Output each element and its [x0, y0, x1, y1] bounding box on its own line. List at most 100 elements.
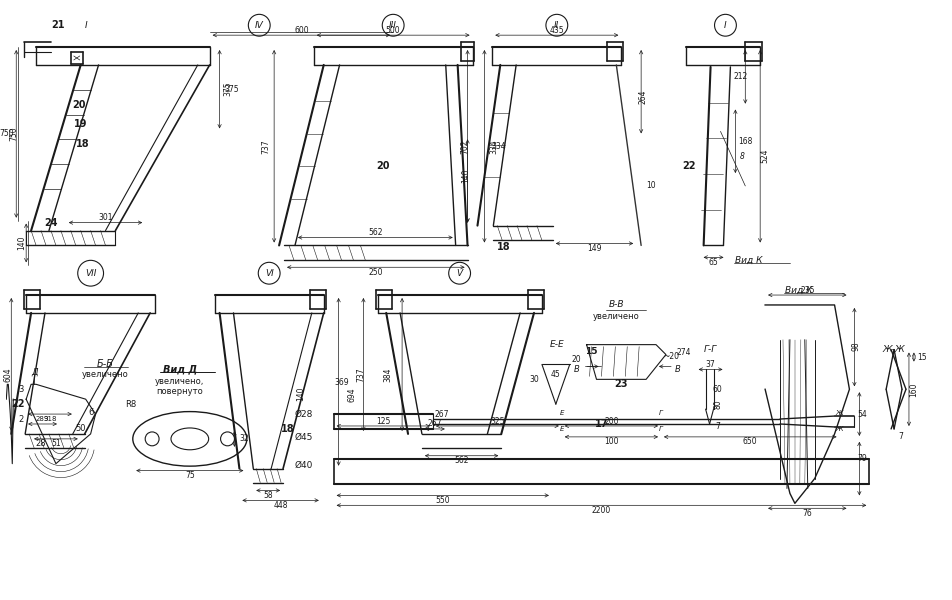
Text: 235: 235: [800, 286, 815, 295]
Text: 737: 737: [262, 139, 270, 154]
Text: I: I: [724, 21, 726, 30]
Text: 22: 22: [11, 399, 25, 409]
Text: Е: Е: [560, 426, 564, 432]
Text: 6: 6: [88, 407, 93, 416]
Text: 750: 750: [10, 126, 19, 140]
Text: 448: 448: [273, 501, 288, 510]
Text: Ж-Ж: Ж-Ж: [883, 345, 905, 354]
Text: 19: 19: [74, 119, 88, 130]
Text: 21: 21: [51, 20, 65, 30]
Text: 384: 384: [384, 367, 393, 382]
Text: 75: 75: [185, 471, 195, 480]
Text: VI: VI: [265, 269, 273, 278]
Text: повернуто: повернуто: [156, 387, 204, 396]
Text: 375: 375: [223, 82, 232, 96]
Text: 604: 604: [4, 367, 12, 382]
Text: 80: 80: [713, 400, 722, 409]
Text: 51: 51: [51, 439, 61, 448]
Text: 250: 250: [368, 268, 383, 277]
Text: III: III: [389, 21, 397, 30]
Text: 20: 20: [572, 355, 582, 364]
Text: 7: 7: [715, 422, 720, 431]
Text: 8: 8: [740, 152, 744, 161]
Text: Г: Г: [659, 410, 663, 416]
Text: Г: Г: [659, 426, 663, 432]
Text: 2200: 2200: [592, 506, 611, 515]
Text: 54: 54: [858, 410, 867, 419]
Text: Ж: Ж: [836, 410, 843, 416]
Text: 289: 289: [36, 416, 50, 422]
Text: Ø45: Ø45: [295, 433, 313, 442]
Text: 524: 524: [761, 149, 769, 163]
Text: 20: 20: [376, 161, 390, 171]
Text: 65: 65: [708, 258, 719, 267]
Text: 58: 58: [264, 491, 273, 500]
Text: R8: R8: [125, 400, 136, 409]
Text: 600: 600: [294, 26, 308, 35]
Text: увеличено: увеличено: [82, 370, 129, 379]
Text: 550: 550: [435, 496, 450, 505]
Text: Вид К: Вид К: [785, 286, 812, 295]
Text: 334: 334: [491, 142, 506, 151]
Text: 694: 694: [347, 387, 356, 401]
Text: Ø40: Ø40: [295, 461, 313, 470]
Text: 23: 23: [615, 379, 628, 389]
Text: 45: 45: [551, 370, 561, 379]
Text: 702: 702: [460, 139, 469, 154]
Text: 435: 435: [549, 26, 565, 35]
Text: 200: 200: [605, 416, 619, 425]
Text: Г-Г: Г-Г: [704, 345, 717, 354]
Text: В: В: [574, 365, 580, 374]
Text: 22: 22: [682, 161, 696, 171]
Text: увеличено,: увеличено,: [155, 377, 205, 386]
Text: 18: 18: [76, 139, 89, 149]
Text: 274: 274: [677, 348, 691, 357]
Text: 37: 37: [705, 360, 716, 369]
Text: 149: 149: [587, 244, 602, 253]
Text: 318: 318: [43, 416, 57, 422]
Text: 125: 125: [376, 416, 390, 425]
Text: 60: 60: [713, 385, 723, 394]
Text: 375: 375: [224, 85, 239, 94]
Text: 325: 325: [490, 416, 505, 425]
Text: 15: 15: [917, 353, 926, 362]
Text: 28: 28: [36, 439, 47, 448]
Text: 301: 301: [98, 213, 112, 222]
Text: Е: Е: [560, 410, 564, 416]
Text: IV: IV: [255, 21, 264, 30]
Text: V: V: [457, 269, 463, 278]
Text: 264: 264: [639, 89, 647, 104]
Text: В-В: В-В: [608, 301, 625, 310]
Text: 18: 18: [496, 242, 510, 253]
Text: 750: 750: [0, 130, 13, 139]
Text: 168: 168: [738, 137, 752, 146]
Text: увеличено: увеличено: [593, 313, 640, 322]
Text: 32: 32: [240, 434, 249, 443]
Text: 7: 7: [899, 433, 903, 442]
Text: 10: 10: [646, 181, 656, 190]
Text: 98: 98: [852, 342, 861, 352]
Text: Е-Е: Е-Е: [549, 340, 565, 349]
Text: 15: 15: [585, 347, 598, 356]
Text: I: I: [85, 21, 87, 30]
Text: 3: 3: [18, 385, 24, 394]
Text: Ø28: Ø28: [295, 410, 313, 419]
Text: Ж: Ж: [836, 426, 843, 432]
Text: 18: 18: [281, 424, 295, 434]
Text: В: В: [675, 365, 681, 374]
Text: 369: 369: [334, 378, 348, 387]
Text: 79: 79: [858, 454, 867, 463]
Text: 650: 650: [743, 437, 758, 446]
Text: 100: 100: [605, 437, 619, 446]
Text: II: II: [554, 21, 560, 30]
Text: 212: 212: [733, 73, 747, 82]
Text: 334: 334: [490, 139, 499, 154]
Text: 160: 160: [909, 382, 919, 397]
Text: 2: 2: [19, 415, 24, 424]
Text: 76: 76: [803, 509, 812, 518]
Text: 20: 20: [72, 100, 86, 110]
Text: 50: 50: [75, 424, 86, 433]
Text: 562: 562: [454, 456, 468, 465]
Text: 140: 140: [296, 387, 306, 401]
Text: Вид К: Вид К: [735, 256, 763, 265]
